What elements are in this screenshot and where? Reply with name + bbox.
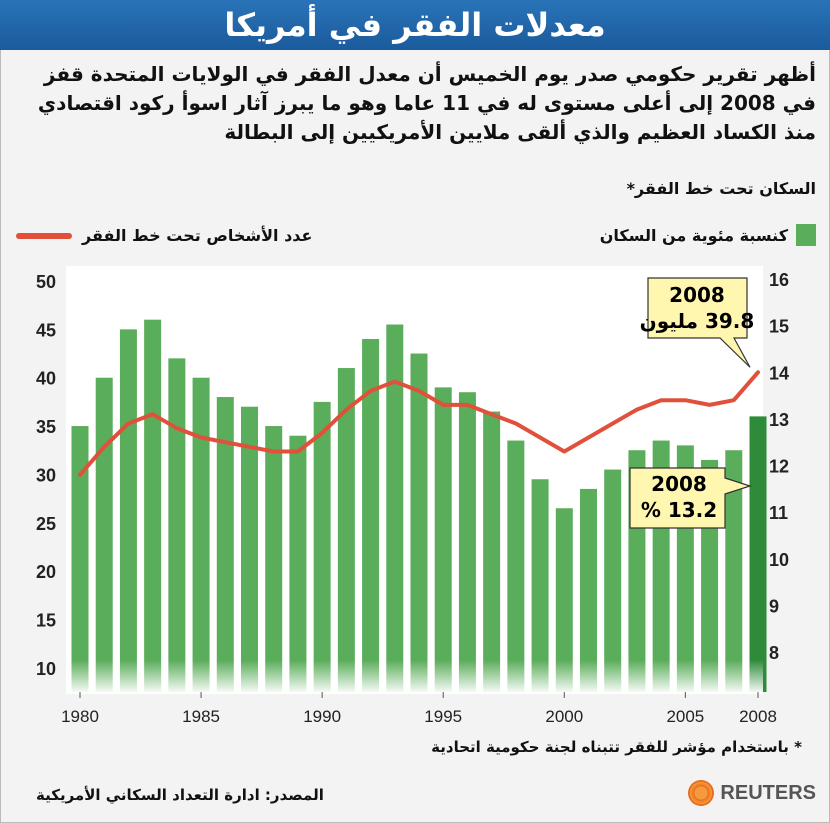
bar-1998	[507, 440, 525, 692]
bar-1993	[386, 324, 404, 692]
footnote: * باستخدام مؤشر للفقر تتبناه لجنة حكومية…	[431, 738, 802, 756]
right-tick-label: 8	[769, 643, 779, 663]
brand-name: REUTERS	[720, 781, 816, 804]
right-tick-label: 12	[769, 457, 789, 477]
line-callout-value: 39.8 مليون	[640, 309, 755, 333]
bar-1989	[289, 435, 307, 692]
left-tick-label: 10	[36, 659, 56, 679]
right-tick-label: 14	[769, 363, 789, 383]
page-title: معدلات الفقر في أمريكا	[224, 6, 606, 44]
left-tick-label: 50	[36, 272, 56, 292]
right-tick-label: 15	[769, 317, 789, 337]
bar-1996	[458, 392, 476, 692]
bar-swatch	[796, 224, 816, 246]
bar-callout: 2008 % 13.2	[629, 467, 752, 529]
bar-1980	[71, 426, 89, 692]
x-tick-label: 1980	[61, 707, 99, 726]
bar-1985	[192, 377, 210, 692]
legend-line-label: عدد الأشخاص تحت خط الفقر	[82, 226, 313, 245]
right-tick-label: 11	[769, 503, 788, 523]
left-tick-label: 35	[36, 417, 56, 437]
bar-1986	[216, 397, 234, 692]
right-tick-label: 10	[769, 550, 789, 570]
bar-2002	[604, 469, 622, 692]
bar-1981	[95, 377, 113, 692]
chart-callouts: 2008 39.8 مليون 2008 % 13.2	[629, 277, 755, 529]
chart-bottom-fade	[66, 660, 763, 694]
x-tick-label: 1995	[424, 707, 462, 726]
series-line	[78, 370, 760, 477]
line-swatch	[16, 232, 72, 239]
line-callout-box	[647, 277, 751, 368]
legend-bars-label: كنسبة مئوية من السكان	[599, 225, 788, 245]
bar-1994	[410, 353, 428, 692]
intro-paragraph: أظهر تقرير حكومي صدر يوم الخميس أن معدل …	[37, 62, 816, 144]
right-tick-label: 13	[769, 410, 789, 430]
bar-callout-box	[629, 467, 752, 529]
left-tick-label: 30	[36, 465, 56, 485]
chart-bars	[71, 319, 767, 692]
x-tick-label: 2008	[739, 707, 777, 726]
bar-2007	[725, 450, 743, 692]
right-axis: 8 9 10 11 12 13 14 15 16	[769, 270, 789, 663]
legend-bars: كنسبة مئوية من السكان	[600, 224, 816, 246]
x-axis: 1980 1985 1990 1995 2000 2005 2008	[61, 692, 777, 726]
population-note: السكان تحت خط الفقر*	[626, 179, 816, 198]
left-tick-label: 15	[36, 610, 56, 630]
right-tick-label: 16	[769, 270, 789, 290]
bar-2000	[555, 508, 573, 692]
bar-1995	[434, 387, 452, 692]
x-tick-label: 2005	[666, 707, 704, 726]
bar-callout-value: % 13.2	[641, 498, 717, 522]
left-tick-label: 25	[36, 514, 56, 534]
bar-1992	[362, 339, 380, 692]
bar-1997	[483, 411, 501, 692]
bar-1987	[241, 406, 258, 692]
reuters-dot-icon	[688, 780, 715, 806]
line-callout: 2008 39.8 مليون	[640, 277, 755, 368]
bar-1991	[337, 368, 355, 692]
left-tick-label: 45	[36, 320, 56, 340]
line-callout-year: 2008	[669, 283, 725, 307]
left-tick-label: 40	[36, 369, 56, 389]
bar-1988	[265, 426, 283, 692]
x-tick-label: 2000	[545, 707, 583, 726]
chart-line	[78, 370, 760, 477]
bar-fade	[66, 660, 763, 694]
x-tick-label: 1990	[303, 707, 341, 726]
right-tick-label: 9	[769, 596, 779, 616]
source-note: المصدر: ادارة التعداد السكاني الأمريكية	[36, 786, 324, 804]
bar-1984	[168, 358, 186, 692]
left-axis: 10 15 20 25 30 35 40 45 50	[36, 272, 56, 679]
bar-2008	[749, 416, 767, 692]
bar-1983	[144, 319, 162, 692]
bar-callout-year: 2008	[651, 472, 707, 496]
legend-line: عدد الأشخاص تحت خط الفقر	[16, 226, 312, 245]
title-bar: معدلات الفقر في أمريكا	[0, 0, 830, 50]
bar-1999	[531, 479, 549, 692]
bar-1990	[313, 401, 331, 692]
bar-1982	[119, 329, 137, 692]
bar-2001	[580, 488, 597, 692]
x-tick-label: 1985	[182, 707, 220, 726]
left-tick-label: 20	[36, 562, 56, 582]
reuters-logo: REUTERS	[688, 780, 816, 806]
